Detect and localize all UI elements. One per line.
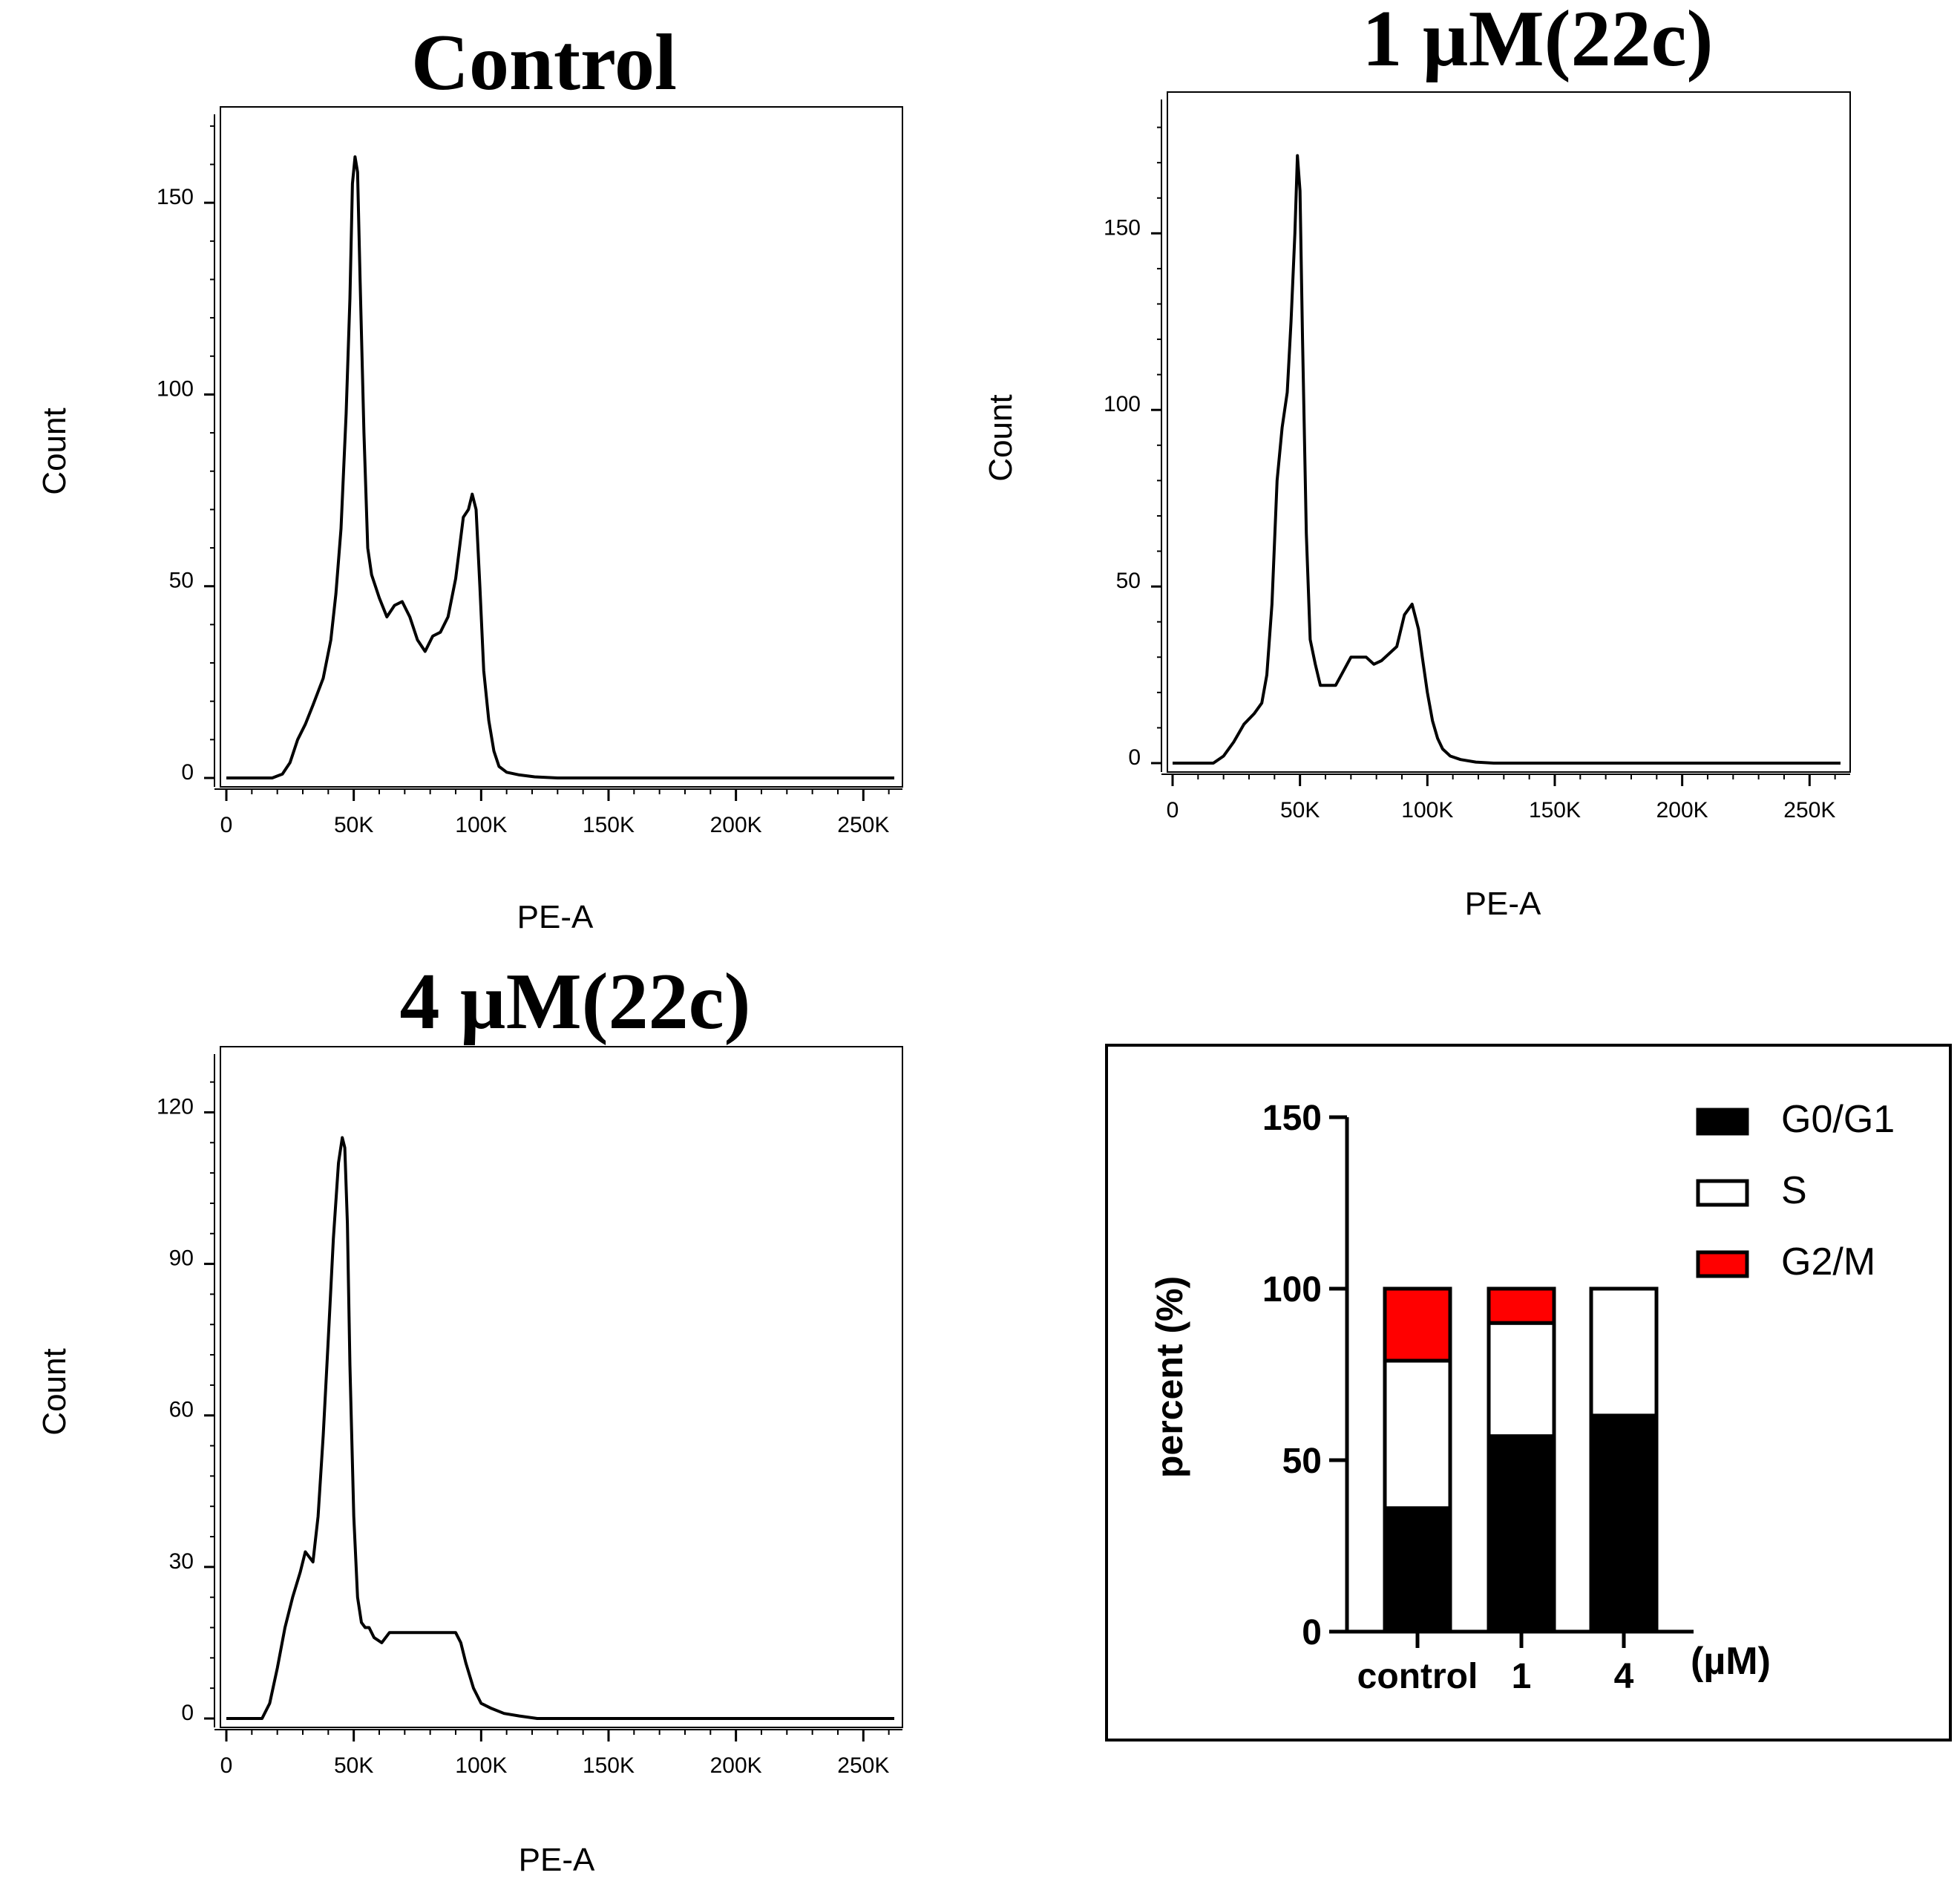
bar-segment xyxy=(1383,1358,1452,1511)
y-axis-label: Count xyxy=(36,408,73,494)
x-unit-label: (µM) xyxy=(1691,1640,1771,1683)
x-tick-label: 250K xyxy=(837,813,889,837)
x-tick-label: 1 xyxy=(1512,1657,1532,1696)
x-axis-label: PE-A xyxy=(1465,886,1541,922)
legend-label: G0/G1 xyxy=(1781,1098,1895,1141)
bar-segment xyxy=(1487,1434,1556,1634)
x-tick-label: 0 xyxy=(220,1753,233,1778)
x-tick-label: 50K xyxy=(334,813,373,837)
y-tick-label: 90 xyxy=(169,1246,194,1271)
y-axis-label: Count xyxy=(983,394,1019,481)
y-tick-label: 50 xyxy=(1282,1442,1322,1481)
x-tick-label: 200K xyxy=(710,813,762,837)
y-tick-label: 0 xyxy=(1128,745,1141,770)
y-tick-label: 150 xyxy=(1262,1099,1322,1138)
x-tick-label: 50K xyxy=(334,1753,373,1778)
y-tick-label: 60 xyxy=(169,1398,194,1422)
bar-segment xyxy=(1383,1506,1452,1634)
x-tick-label: 100K xyxy=(455,813,507,837)
x-tick-label: 250K xyxy=(1783,798,1835,823)
panel-title: 4 µM(22c) xyxy=(399,958,750,1046)
x-tick-label: control xyxy=(1357,1657,1478,1696)
legend-label: S xyxy=(1781,1169,1807,1212)
legend-swatch xyxy=(1696,1108,1749,1136)
y-axis-label: Count xyxy=(36,1348,73,1435)
x-tick-label: 4 xyxy=(1614,1657,1634,1696)
y-axis-label: percent (%) xyxy=(1149,1276,1190,1478)
y-tick-label: 100 xyxy=(1262,1270,1322,1309)
y-tick-label: 150 xyxy=(157,185,194,209)
y-tick-label: 100 xyxy=(157,376,194,401)
x-tick-label: 0 xyxy=(220,813,233,837)
histogram-line xyxy=(226,1136,894,1720)
bar-segment xyxy=(1487,1286,1556,1325)
x-tick-label: 150K xyxy=(583,1753,635,1778)
y-tick-label: 120 xyxy=(157,1094,194,1119)
x-tick-label: 200K xyxy=(710,1753,762,1778)
histogram-panel-1um: 1 µM(22c) Count PE-A 0 50 100 150 0 50K 100K 15… xyxy=(983,0,1851,922)
x-tick-label: 50K xyxy=(1280,798,1320,823)
bar-segment xyxy=(1487,1321,1556,1439)
legend-label: G2/M xyxy=(1781,1240,1875,1283)
histogram-panel-4um: 4 µM(22c) Count PE-A 0 30 60 90 120 0 50K 100K 1… xyxy=(36,958,903,1878)
histogram-line xyxy=(226,155,894,779)
legend-swatch xyxy=(1696,1250,1749,1278)
panel-title: 1 µM(22c) xyxy=(1362,0,1713,83)
x-tick-label: 150K xyxy=(1529,798,1581,823)
y-tick-label: 30 xyxy=(169,1549,194,1574)
x-axis-label: PE-A xyxy=(519,1842,595,1878)
y-tick-label: 50 xyxy=(1116,569,1141,593)
y-tick-label: 100 xyxy=(1104,392,1141,416)
bar-segment xyxy=(1589,1413,1659,1634)
stacked-bar-panel: percent (%) (µM) 0 50 100 150 control 1 4 G0/G1… xyxy=(1105,1044,1952,1742)
histogram-panel-control: Control Count PE-A 0 50 100 150 0 50K 100K 150K… xyxy=(36,19,903,935)
x-tick-label: 150K xyxy=(583,813,635,837)
plot-frame xyxy=(220,106,903,788)
y-tick-label: 0 xyxy=(181,760,194,785)
y-tick-label: 50 xyxy=(169,569,194,593)
x-tick-label: 100K xyxy=(455,1753,507,1778)
histogram-line xyxy=(1173,154,1841,765)
y-tick-label: 0 xyxy=(181,1701,194,1725)
panel-title: Control xyxy=(411,19,677,107)
x-tick-label: 0 xyxy=(1167,798,1179,823)
bar-segment xyxy=(1383,1286,1452,1363)
plot-frame xyxy=(1167,91,1851,773)
x-tick-label: 250K xyxy=(837,1753,889,1778)
bar-segment xyxy=(1589,1286,1659,1418)
x-axis-label: PE-A xyxy=(517,899,594,935)
x-tick-label: 100K xyxy=(1401,798,1453,823)
plot-frame xyxy=(220,1046,903,1728)
y-tick-label: 0 xyxy=(1302,1613,1322,1652)
x-tick-label: 200K xyxy=(1656,798,1708,823)
legend-swatch xyxy=(1696,1179,1749,1207)
y-tick-label: 150 xyxy=(1104,215,1141,240)
